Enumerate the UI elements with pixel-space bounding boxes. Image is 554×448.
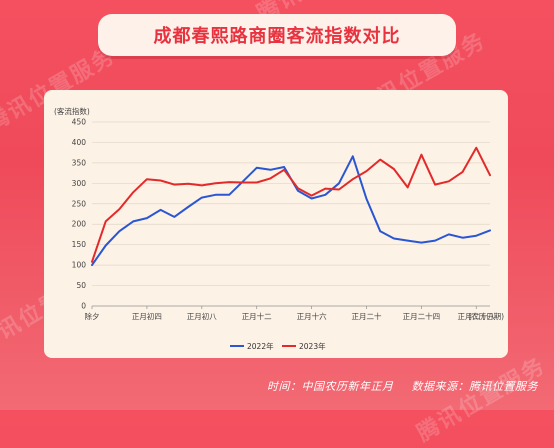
y-tick-label: 0 [81, 302, 86, 311]
y-tick-label: 150 [72, 240, 87, 249]
x-tick-label: 正月初八 [187, 311, 217, 321]
y-axis-label: (客流指数) [54, 106, 90, 116]
y-tick-label: 400 [72, 138, 87, 147]
x-tick-label: 除夕 [85, 311, 100, 321]
line-chart: (客流指数) 0 50 100 150 200 250 300 350 400 450 除夕 正月初四 正… [54, 106, 504, 351]
chart-title: 成都春熙路商圈客流指数对比 [153, 26, 401, 47]
x-tick-label: 正月二十四 [403, 311, 441, 321]
y-tick-label: 350 [72, 158, 87, 167]
y-tick-label: 250 [72, 199, 87, 208]
title-banner: 成都春熙路商圈客流指数对比 [98, 14, 456, 56]
y-tick-label: 450 [72, 118, 87, 127]
y-tick-label: 300 [72, 179, 87, 188]
x-tick-label: 正月初四 [132, 311, 162, 321]
x-tick-label: 正月二十 [351, 311, 381, 321]
x-tick-label: 正月十二 [242, 311, 272, 321]
y-tick-label: 200 [72, 220, 87, 229]
chart-card: (客流指数) 0 50 100 150 200 250 300 350 400 450 除夕 正月初四 正… [44, 90, 508, 358]
footer-time: 时间：中国农历新年正月 [267, 380, 394, 393]
legend-label: 2023年 [299, 341, 326, 351]
watermark-text: 腾讯位置服务 [413, 353, 551, 447]
footer: 时间：中国农历新年正月 数据来源：腾讯位置服务 [267, 378, 538, 394]
y-tick-label: 50 [76, 281, 86, 290]
x-tick-label: 正月十六 [297, 311, 327, 321]
legend-label: 2022年 [247, 341, 274, 351]
x-tick-label: 正月二十八 [458, 311, 496, 321]
x-axis-label: (农历日期) [468, 311, 504, 321]
series-line-2023年 [91, 146, 491, 263]
footer-source: 数据来源：腾讯位置服务 [411, 380, 538, 393]
y-tick-label: 100 [72, 261, 87, 270]
